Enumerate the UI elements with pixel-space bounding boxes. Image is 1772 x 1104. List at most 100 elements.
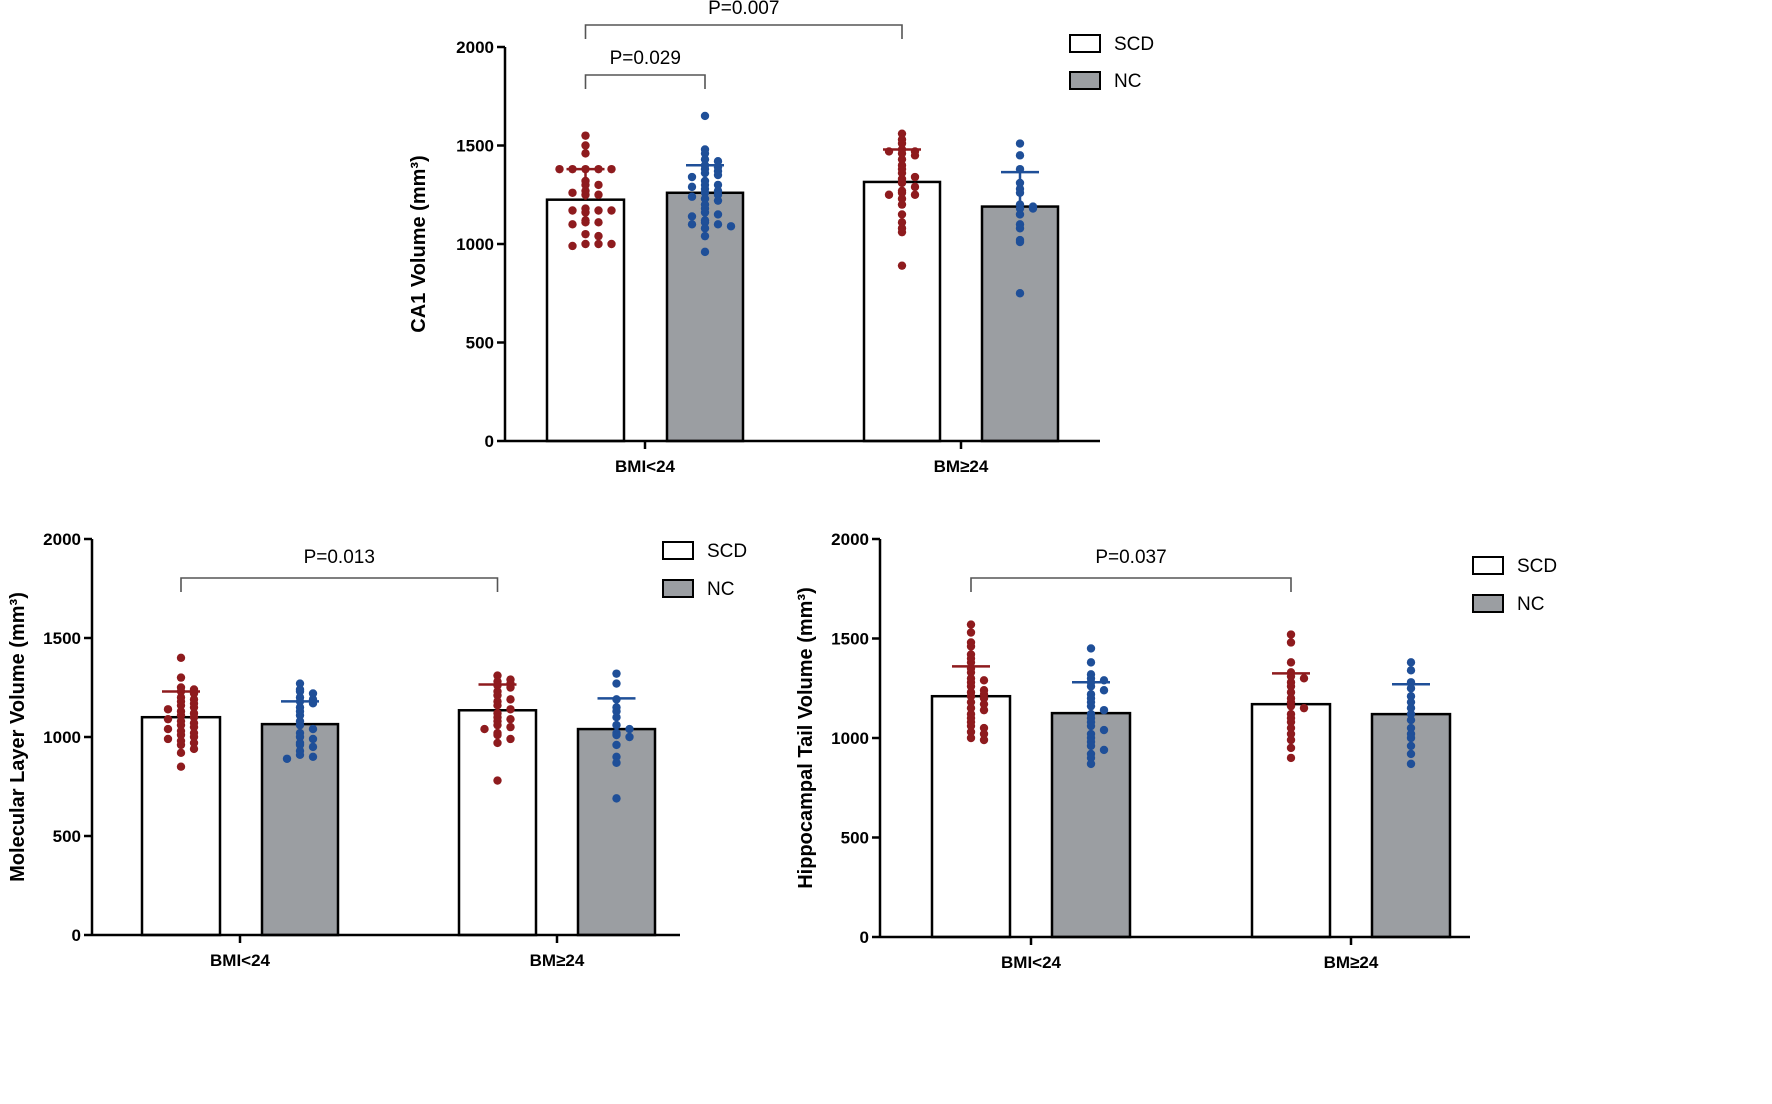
data-point — [607, 239, 616, 249]
data-point — [1299, 703, 1309, 713]
data-point — [700, 224, 710, 233]
data-point — [176, 730, 186, 740]
data-point — [612, 794, 621, 803]
data-point — [555, 164, 564, 174]
data-point — [966, 733, 976, 743]
data-point — [594, 180, 603, 190]
data-point — [493, 738, 502, 748]
data-point — [176, 720, 186, 730]
y-tick-label: 2000 — [456, 38, 494, 57]
data-point — [884, 190, 894, 199]
data-point — [897, 178, 907, 188]
data-point — [687, 220, 697, 229]
data-point — [493, 671, 502, 680]
y-tick-label: 500 — [841, 829, 869, 848]
data-point — [1286, 723, 1296, 733]
y-axis-label: CA1 Volume (mm³) — [408, 155, 430, 332]
data-point — [979, 699, 989, 709]
data-point — [176, 762, 186, 771]
legend-label-nc: NC — [1517, 594, 1544, 615]
data-point — [493, 730, 502, 740]
y-tick-label: 2000 — [43, 530, 81, 549]
data-point — [581, 229, 590, 239]
data-point — [1286, 638, 1296, 647]
p-value-label: P=0.007 — [708, 0, 779, 19]
y-tick-label: 1500 — [831, 630, 869, 649]
data-point — [568, 206, 577, 215]
legend-label-scd: SCD — [707, 541, 747, 562]
data-point — [1015, 224, 1025, 233]
y-tick-label: 0 — [72, 926, 81, 945]
legend-swatch-nc — [1472, 594, 1504, 613]
data-point — [1286, 630, 1296, 639]
significance-bracket — [970, 577, 1292, 592]
data-point — [493, 776, 502, 785]
legend-swatch-scd — [1472, 556, 1504, 575]
data-point — [1086, 741, 1096, 751]
data-point — [700, 111, 710, 121]
data-point — [308, 752, 318, 761]
data-point — [897, 227, 907, 237]
data-point — [979, 729, 989, 739]
data-point — [295, 740, 305, 750]
data-point — [1086, 644, 1096, 653]
data-point — [1286, 735, 1296, 745]
data-point — [966, 642, 976, 651]
data-point — [1015, 139, 1025, 148]
data-point — [910, 182, 920, 192]
data-point — [1286, 717, 1296, 727]
data-point — [713, 190, 723, 199]
data-point — [189, 703, 199, 712]
data-point — [308, 734, 318, 744]
data-point — [612, 730, 621, 740]
data-point — [1099, 725, 1109, 735]
data-point — [979, 723, 989, 733]
legend-label-scd: SCD — [1517, 556, 1557, 577]
data-point — [966, 703, 976, 713]
data-point — [700, 247, 710, 257]
data-point — [700, 208, 710, 217]
x-tick-label: BMI<24 — [615, 457, 676, 476]
x-tick-label: BM≥24 — [1324, 953, 1379, 972]
data-point — [189, 738, 199, 748]
legend-label-nc: NC — [707, 579, 734, 600]
data-point — [713, 180, 723, 190]
data-point — [1406, 723, 1416, 733]
data-point — [1086, 721, 1096, 731]
data-point — [612, 679, 621, 688]
data-point — [700, 231, 710, 241]
data-point — [308, 689, 318, 698]
data-point — [506, 714, 515, 724]
data-point — [1015, 151, 1025, 160]
y-tick-label: 1000 — [43, 728, 81, 747]
data-point — [1406, 666, 1416, 675]
data-point — [687, 192, 697, 201]
data-point — [189, 732, 199, 742]
data-point — [1015, 237, 1025, 247]
bar-nc-1 — [980, 205, 1060, 443]
data-point — [612, 740, 621, 750]
data-point — [897, 218, 907, 227]
data-point — [1015, 289, 1025, 298]
p-value-label: P=0.029 — [610, 48, 681, 69]
data-point — [687, 212, 697, 221]
data-point — [713, 157, 723, 166]
data-point — [594, 231, 603, 241]
data-point — [612, 669, 621, 678]
data-point — [1086, 658, 1096, 667]
data-point — [594, 206, 603, 215]
data-point — [966, 697, 976, 707]
data-point — [687, 172, 697, 182]
data-point — [726, 222, 736, 231]
y-tick-label: 1000 — [831, 729, 869, 748]
data-point — [568, 241, 577, 251]
data-point — [897, 210, 907, 219]
data-point — [713, 170, 723, 180]
data-point — [295, 687, 305, 696]
data-point — [176, 748, 186, 758]
data-point — [979, 676, 989, 685]
data-point — [594, 239, 603, 249]
data-point — [581, 239, 590, 249]
data-point — [295, 679, 305, 688]
data-point — [176, 740, 186, 750]
